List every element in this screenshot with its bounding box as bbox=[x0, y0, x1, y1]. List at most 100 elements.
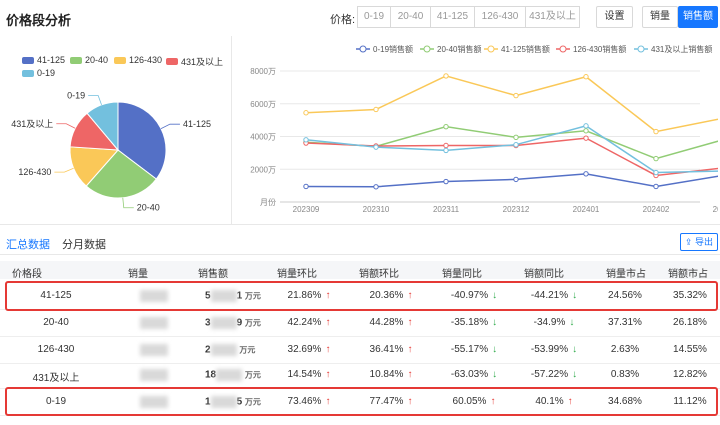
th-sales-volume[interactable]: 销量 bbox=[128, 269, 148, 280]
x-tick-label: 202310 bbox=[363, 205, 390, 214]
data-point bbox=[583, 128, 589, 134]
segment-0-19[interactable]: 0-19 bbox=[357, 6, 391, 28]
vol-mom-value: 21.86% bbox=[287, 290, 322, 301]
th-vol-yoy[interactable]: 销量同比 bbox=[442, 269, 482, 280]
export-button[interactable]: ⇪ 导出 bbox=[680, 233, 718, 251]
view-volume-button[interactable]: 销量 bbox=[642, 6, 678, 28]
vol-mom-value: 32.69% bbox=[287, 344, 322, 355]
legend-swatch bbox=[114, 56, 126, 64]
y-tick-label: 6000万 bbox=[250, 100, 276, 109]
arrow-up-icon: ↑ bbox=[325, 290, 331, 301]
pie-legend-item[interactable]: 431及以上 bbox=[166, 55, 223, 68]
segment-126-430[interactable]: 126-430 bbox=[474, 6, 526, 28]
amt-mom-value: 10.84% bbox=[369, 369, 404, 380]
line-legend-item[interactable]: 431及以上销售额 bbox=[634, 44, 712, 54]
th-vol-share[interactable]: 销量市占 bbox=[606, 269, 646, 280]
sales-amount-tail: 5 bbox=[236, 396, 243, 408]
pie-slice-label: 431及以上 bbox=[11, 119, 53, 129]
cell-vol-share: 37.31% bbox=[608, 317, 642, 328]
pie-slice[interactable] bbox=[86, 101, 119, 152]
cell-vol-mom: 21.86% ↑ bbox=[278, 290, 340, 301]
cell-amt-share: 26.18% bbox=[673, 317, 707, 328]
cell-vol-mom: 14.54% ↑ bbox=[278, 369, 340, 380]
pie-label-line bbox=[54, 167, 74, 173]
amt-yoy-value: -44.21% bbox=[530, 290, 569, 301]
segment-41-125[interactable]: 41-125 bbox=[430, 6, 475, 28]
cell-segment: 0-19 bbox=[45, 396, 66, 407]
data-point bbox=[653, 169, 659, 176]
pie-legend-item[interactable]: 126-430 bbox=[114, 55, 162, 65]
pie-legend-label: 20-40 bbox=[85, 55, 109, 65]
legend-marker bbox=[487, 45, 495, 53]
th-sales-amount[interactable]: 销售额 bbox=[198, 269, 228, 280]
pie-slice[interactable] bbox=[85, 149, 157, 199]
segment-431-plus[interactable]: 431及以上 bbox=[525, 6, 580, 28]
line-legend-item[interactable]: 20-40销售额 bbox=[420, 44, 481, 54]
section-divider bbox=[0, 224, 720, 225]
settings-button[interactable]: 设置 bbox=[596, 6, 633, 28]
th-amt-share[interactable]: 销额市占 bbox=[668, 269, 708, 280]
y-tick-label: 2000万 bbox=[250, 165, 276, 174]
sales-amount-unit: 万元 bbox=[244, 291, 261, 301]
cell-sales-volume-redacted bbox=[140, 369, 180, 381]
cell-sales-amount: 2 万元 bbox=[205, 344, 275, 356]
sales-amount-prefix: 5 bbox=[205, 290, 211, 302]
data-point bbox=[583, 171, 589, 177]
cell-amt-share: 11.12% bbox=[673, 396, 707, 407]
arrow-down-icon: ↓ bbox=[492, 369, 498, 380]
data-point bbox=[443, 123, 449, 130]
amt-mom-value: 36.41% bbox=[369, 344, 404, 355]
cell-amt-yoy: -57.22% ↓ bbox=[520, 369, 588, 380]
table-row[interactable]: 126-430 2 万元 32.69% ↑ 36.41% ↑ -55.17% ↓ -53.99%… bbox=[0, 336, 720, 364]
th-vol-mom[interactable]: 销量环比 bbox=[277, 269, 317, 280]
pie-legend-item[interactable]: 20-40 bbox=[70, 55, 108, 65]
data-point bbox=[443, 147, 449, 154]
legend-marker bbox=[423, 45, 431, 53]
export-icon: ⇪ bbox=[684, 237, 693, 247]
segment-20-40[interactable]: 20-40 bbox=[390, 6, 431, 28]
cell-vol-yoy: -63.03% ↓ bbox=[440, 369, 508, 380]
cell-segment: 20-40 bbox=[43, 317, 69, 328]
tab-monthly[interactable]: 分月数据 bbox=[62, 239, 106, 251]
line-legend-item[interactable]: 126-430销售额 bbox=[556, 44, 626, 54]
table-row[interactable]: 20-40 3 9 万元 42.24% ↑ 44.28% ↑ -35.18% ↓ -34.9% ↓ 3… bbox=[0, 309, 720, 337]
data-point bbox=[513, 141, 519, 148]
pie-slice[interactable] bbox=[117, 101, 167, 180]
legend-marker bbox=[559, 45, 567, 53]
cell-segment: 126-430 bbox=[37, 344, 75, 355]
pie-legend-item[interactable]: 0-19 bbox=[22, 68, 55, 78]
cell-sales-volume-redacted bbox=[140, 396, 180, 408]
table-row[interactable]: 431及以上 18 万元 14.54% ↑ 10.84% ↑ -63.03% ↓ -57.22%… bbox=[0, 361, 720, 389]
x-tick-label: 202309 bbox=[293, 205, 320, 214]
cell-vol-share: 2.63% bbox=[610, 344, 640, 355]
th-amt-yoy[interactable]: 销额同比 bbox=[524, 269, 564, 280]
arrow-up-icon: ↑ bbox=[325, 344, 331, 355]
data-point bbox=[303, 137, 309, 143]
pie-chart-panel: 41-125 20-40 126-430 431及以上 0-19 41-125 2… bbox=[0, 36, 229, 222]
arrow-up-icon: ↑ bbox=[407, 290, 413, 301]
sales-amount-prefix: 18 bbox=[205, 369, 217, 381]
cell-amt-mom: 10.84% ↑ bbox=[360, 369, 422, 380]
cell-vol-mom: 32.69% ↑ bbox=[278, 344, 340, 355]
cell-vol-share: 0.83% bbox=[610, 369, 640, 380]
pie-legend-item[interactable]: 41-125 bbox=[22, 55, 65, 65]
pie-slice-label: 20-40 bbox=[137, 203, 160, 213]
pie-label-line bbox=[160, 123, 180, 130]
data-point bbox=[583, 74, 589, 80]
line-legend-item[interactable]: 41-125销售额 bbox=[484, 44, 550, 54]
cell-amt-yoy: 40.1% ↑ bbox=[520, 396, 588, 407]
legend-label: 0-19销售额 bbox=[373, 44, 413, 54]
cell-segment: 41-125 bbox=[40, 290, 72, 301]
data-point bbox=[303, 183, 309, 190]
arrow-down-icon: ↓ bbox=[492, 290, 498, 301]
amt-mom-value: 77.47% bbox=[369, 396, 404, 407]
th-segment[interactable]: 价格段 bbox=[12, 269, 42, 280]
view-sales-button[interactable]: 销售额 bbox=[678, 6, 718, 28]
tab-summary[interactable]: 汇总数据 bbox=[6, 239, 50, 251]
pie-chart: 41-125 20-40 126-430 431及以上 0-19 bbox=[11, 91, 211, 213]
arrow-up-icon: ↑ bbox=[325, 317, 331, 328]
line-legend-item[interactable]: 0-19销售额 bbox=[356, 44, 413, 54]
arrow-up-icon: ↑ bbox=[490, 396, 496, 407]
th-amt-mom[interactable]: 销额环比 bbox=[359, 269, 399, 280]
data-point bbox=[443, 178, 449, 185]
